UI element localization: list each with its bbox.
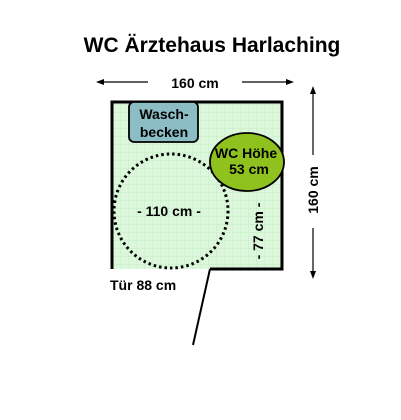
sink-label-line1: Wasch-	[139, 106, 189, 122]
diagram-title: WC Ärztehaus Harlaching	[84, 34, 341, 57]
turning-circle	[112, 152, 230, 270]
width-label: 160 cm	[171, 75, 218, 91]
side-clearance-label: - 77 cm -	[250, 202, 266, 259]
width-dimension-arrow	[96, 79, 294, 85]
door-label: Tür 88 cm	[110, 277, 176, 293]
wc-toilet	[209, 132, 285, 192]
depth-label: 160 cm	[305, 166, 321, 213]
room-walls	[110, 100, 284, 271]
depth-dimension-arrow	[310, 86, 316, 279]
turning-circle-label: - 110 cm -	[137, 203, 201, 219]
wc-label-line1: WC Höhe	[215, 145, 277, 161]
door-leaf	[192, 268, 211, 346]
sink	[128, 101, 199, 143]
wc-label-line2: 53 cm	[229, 161, 269, 177]
sink-label-line2: becken	[140, 124, 188, 140]
